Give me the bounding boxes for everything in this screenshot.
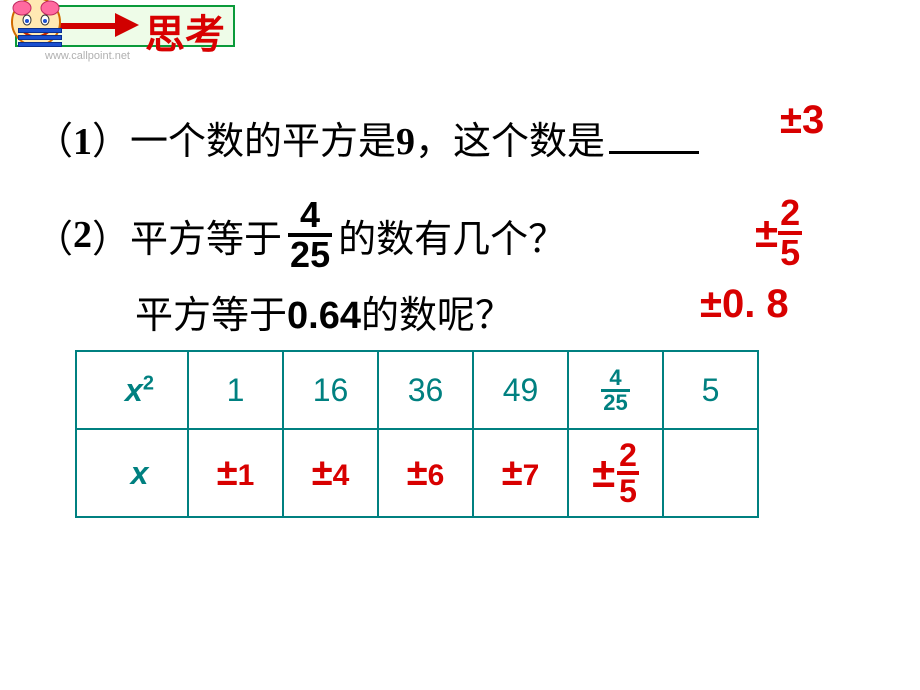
q3-text-a: 平方等于 <box>135 295 287 337</box>
cell-x-2: ±4 <box>283 429 378 517</box>
table-row: x ±1 ±4 ±6 ±7 ± 2 5 <box>76 429 758 517</box>
cell-x2-5: 4 25 <box>568 351 663 429</box>
question-3: 平方等于0.64的数呢？ ±0. 8 <box>135 284 885 339</box>
question-2: （2）平方等于 4 25 的数有几个？ ± 2 5 <box>35 190 885 280</box>
q1-number: 1 <box>73 121 92 163</box>
cell-x2-1: 1 <box>188 351 283 429</box>
q3-text-b: 的数呢？ <box>361 295 513 337</box>
q2-answer-pm: ± <box>755 209 778 257</box>
cell-x-3: ±6 <box>378 429 473 517</box>
cell-x2-4: 49 <box>473 351 568 429</box>
row-header-x: x <box>76 429 188 517</box>
q2-answer-frac: 2 5 <box>778 195 802 271</box>
q2-frac-den: 25 <box>288 233 332 273</box>
cell-x2-3: 36 <box>378 351 473 429</box>
question-1: （1）一个数的平方是9，这个数是 ±3 <box>35 110 885 170</box>
q1-paren-open: （ <box>35 121 73 163</box>
q2-answer: ± 2 5 <box>755 195 802 271</box>
cell-x2-2: 16 <box>283 351 378 429</box>
q1-text-b: ，这个数是 <box>415 121 605 163</box>
cell-x2-5-frac: 4 25 <box>601 367 629 414</box>
header-banner: 思考 <box>0 0 240 55</box>
cell-x2-6: 5 <box>663 351 758 429</box>
row-header-x2: x2 <box>76 351 188 429</box>
q2-frac-num: 4 <box>300 197 320 233</box>
cell-x-6 <box>663 429 758 517</box>
content-area: （1）一个数的平方是9，这个数是 ±3 （2）平方等于 4 25 的数有几个？ … <box>35 110 885 339</box>
watermark: www.callpoint.net <box>45 50 130 62</box>
table-row: x2 1 16 36 49 4 25 5 <box>76 351 758 429</box>
q2-answer-num: 2 <box>780 195 800 231</box>
cell-x-4: ±7 <box>473 429 568 517</box>
q2-paren-close: ） <box>92 208 130 263</box>
arrow-icon <box>60 15 140 35</box>
cell-x-5: ± 2 5 <box>568 429 663 517</box>
q2-number: 2 <box>73 213 92 257</box>
lines-icon <box>18 28 62 52</box>
header-title: 思考 <box>145 2 225 60</box>
q1-blank <box>609 151 699 154</box>
data-table: x2 1 16 36 49 4 25 5 x ±1 ±4 ±6 ±7 ± <box>75 350 759 518</box>
cell-x-1: ±1 <box>188 429 283 517</box>
q2-text-b: 的数有几个？ <box>338 208 566 263</box>
q2-fraction: 4 25 <box>288 197 332 273</box>
q1-answer: ±3 <box>780 98 824 143</box>
q1-value: 9 <box>396 121 415 163</box>
q2-answer-den: 5 <box>778 231 802 271</box>
q1-text-a: 一个数的平方是 <box>130 121 396 163</box>
q3-answer: ±0. 8 <box>700 282 789 327</box>
q2-paren-open: （ <box>35 208 73 263</box>
q1-paren-close: ） <box>92 121 130 163</box>
q3-value: 0.64 <box>287 295 361 337</box>
q2-text-a: 平方等于 <box>130 208 282 263</box>
